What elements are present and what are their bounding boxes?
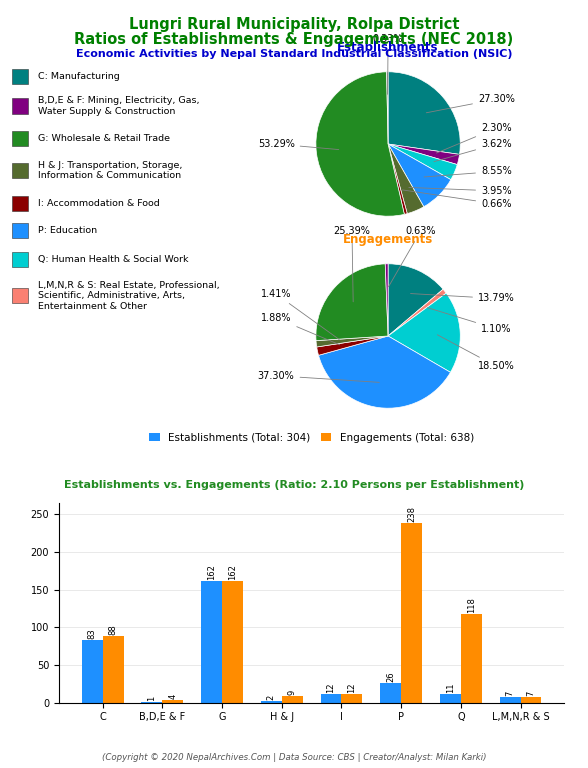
Wedge shape xyxy=(388,144,451,207)
Text: (Copyright © 2020 NepalArchives.Com | Data Source: CBS | Creator/Analyst: Milan : (Copyright © 2020 NepalArchives.Com | Da… xyxy=(102,753,486,762)
Text: H & J: Transportation, Storage,
Information & Communication: H & J: Transportation, Storage, Informat… xyxy=(38,161,183,180)
Text: 1.10%: 1.10% xyxy=(427,308,512,334)
Text: 162: 162 xyxy=(207,564,216,580)
Text: 7: 7 xyxy=(506,691,514,697)
Text: Lungri Rural Municipality, Rolpa District: Lungri Rural Municipality, Rolpa Distric… xyxy=(129,17,459,32)
Wedge shape xyxy=(388,144,457,180)
Text: L,M,N,R & S: Real Estate, Professional,
Scientific, Administrative, Arts,
Entert: L,M,N,R & S: Real Estate, Professional, … xyxy=(38,281,220,310)
Text: Establishments vs. Engagements (Ratio: 2.10 Persons per Establishment): Establishments vs. Engagements (Ratio: 2… xyxy=(64,480,524,490)
Text: 13.79%: 13.79% xyxy=(410,293,514,303)
Text: 0.33%: 0.33% xyxy=(373,35,403,94)
Text: Economic Activities by Nepal Standard Industrial Classification (NSIC): Economic Activities by Nepal Standard In… xyxy=(76,49,512,59)
Bar xyxy=(401,523,422,703)
Text: 3.95%: 3.95% xyxy=(409,186,512,196)
Text: 0.63%: 0.63% xyxy=(389,227,436,286)
Text: 25.39%: 25.39% xyxy=(333,227,370,302)
Wedge shape xyxy=(388,72,460,154)
Wedge shape xyxy=(388,264,443,336)
Text: 4: 4 xyxy=(168,694,178,699)
Wedge shape xyxy=(316,264,388,341)
Text: Ratios of Establishments & Engagements (NEC 2018): Ratios of Establishments & Engagements (… xyxy=(74,32,514,48)
Wedge shape xyxy=(317,336,388,356)
Bar xyxy=(82,641,103,703)
Text: 1.88%: 1.88% xyxy=(261,313,340,345)
Wedge shape xyxy=(319,336,450,408)
Legend: Establishments (Total: 304), Engagements (Total: 638): Establishments (Total: 304), Engagements… xyxy=(145,429,478,447)
Text: 27.30%: 27.30% xyxy=(426,94,515,113)
Text: C: Manufacturing: C: Manufacturing xyxy=(38,72,120,81)
Wedge shape xyxy=(388,144,459,164)
Text: 118: 118 xyxy=(467,597,476,613)
Wedge shape xyxy=(385,264,388,336)
Text: G: Wholesale & Retail Trade: G: Wholesale & Retail Trade xyxy=(38,134,170,143)
Text: P: Education: P: Education xyxy=(38,226,98,235)
Bar xyxy=(342,694,362,703)
Title: Engagements: Engagements xyxy=(343,233,433,246)
Title: Establishments: Establishments xyxy=(338,41,439,54)
Text: 83: 83 xyxy=(88,628,97,639)
Bar xyxy=(282,696,303,703)
Text: Q: Human Health & Social Work: Q: Human Health & Social Work xyxy=(38,255,189,264)
Text: 2: 2 xyxy=(267,695,276,700)
Bar xyxy=(380,683,401,703)
Text: 3.62%: 3.62% xyxy=(434,139,512,161)
Text: I: Accommodation & Food: I: Accommodation & Food xyxy=(38,199,160,208)
Text: 12: 12 xyxy=(326,682,336,693)
Text: 8.55%: 8.55% xyxy=(424,167,512,177)
Bar xyxy=(320,694,342,703)
Text: 1: 1 xyxy=(148,696,156,701)
Wedge shape xyxy=(388,290,446,336)
Text: B,D,E & F: Mining, Electricity, Gas,
Water Supply & Construction: B,D,E & F: Mining, Electricity, Gas, Wat… xyxy=(38,96,200,116)
Bar xyxy=(201,581,222,703)
Bar xyxy=(500,697,520,703)
Wedge shape xyxy=(388,144,407,214)
Wedge shape xyxy=(316,72,405,216)
Text: 238: 238 xyxy=(407,506,416,522)
Bar xyxy=(222,581,243,703)
Bar xyxy=(162,700,183,703)
Bar xyxy=(520,697,542,703)
Wedge shape xyxy=(316,336,388,347)
Wedge shape xyxy=(388,293,460,372)
Text: 2.30%: 2.30% xyxy=(436,123,512,153)
Text: 18.50%: 18.50% xyxy=(437,335,514,371)
Text: 11: 11 xyxy=(446,683,455,694)
Text: 12: 12 xyxy=(348,682,356,693)
Wedge shape xyxy=(386,72,388,144)
Text: 162: 162 xyxy=(228,564,237,580)
Bar xyxy=(103,637,123,703)
Bar xyxy=(461,614,482,703)
Text: 37.30%: 37.30% xyxy=(258,371,379,382)
Text: 9: 9 xyxy=(288,690,297,695)
Text: 26: 26 xyxy=(386,671,395,682)
Bar xyxy=(440,694,461,703)
Bar xyxy=(261,701,282,703)
Text: 0.66%: 0.66% xyxy=(402,190,512,209)
Text: 53.29%: 53.29% xyxy=(258,139,339,150)
Wedge shape xyxy=(388,144,424,214)
Text: 1.41%: 1.41% xyxy=(261,289,339,339)
Text: 7: 7 xyxy=(526,691,536,697)
Text: 88: 88 xyxy=(109,624,118,635)
